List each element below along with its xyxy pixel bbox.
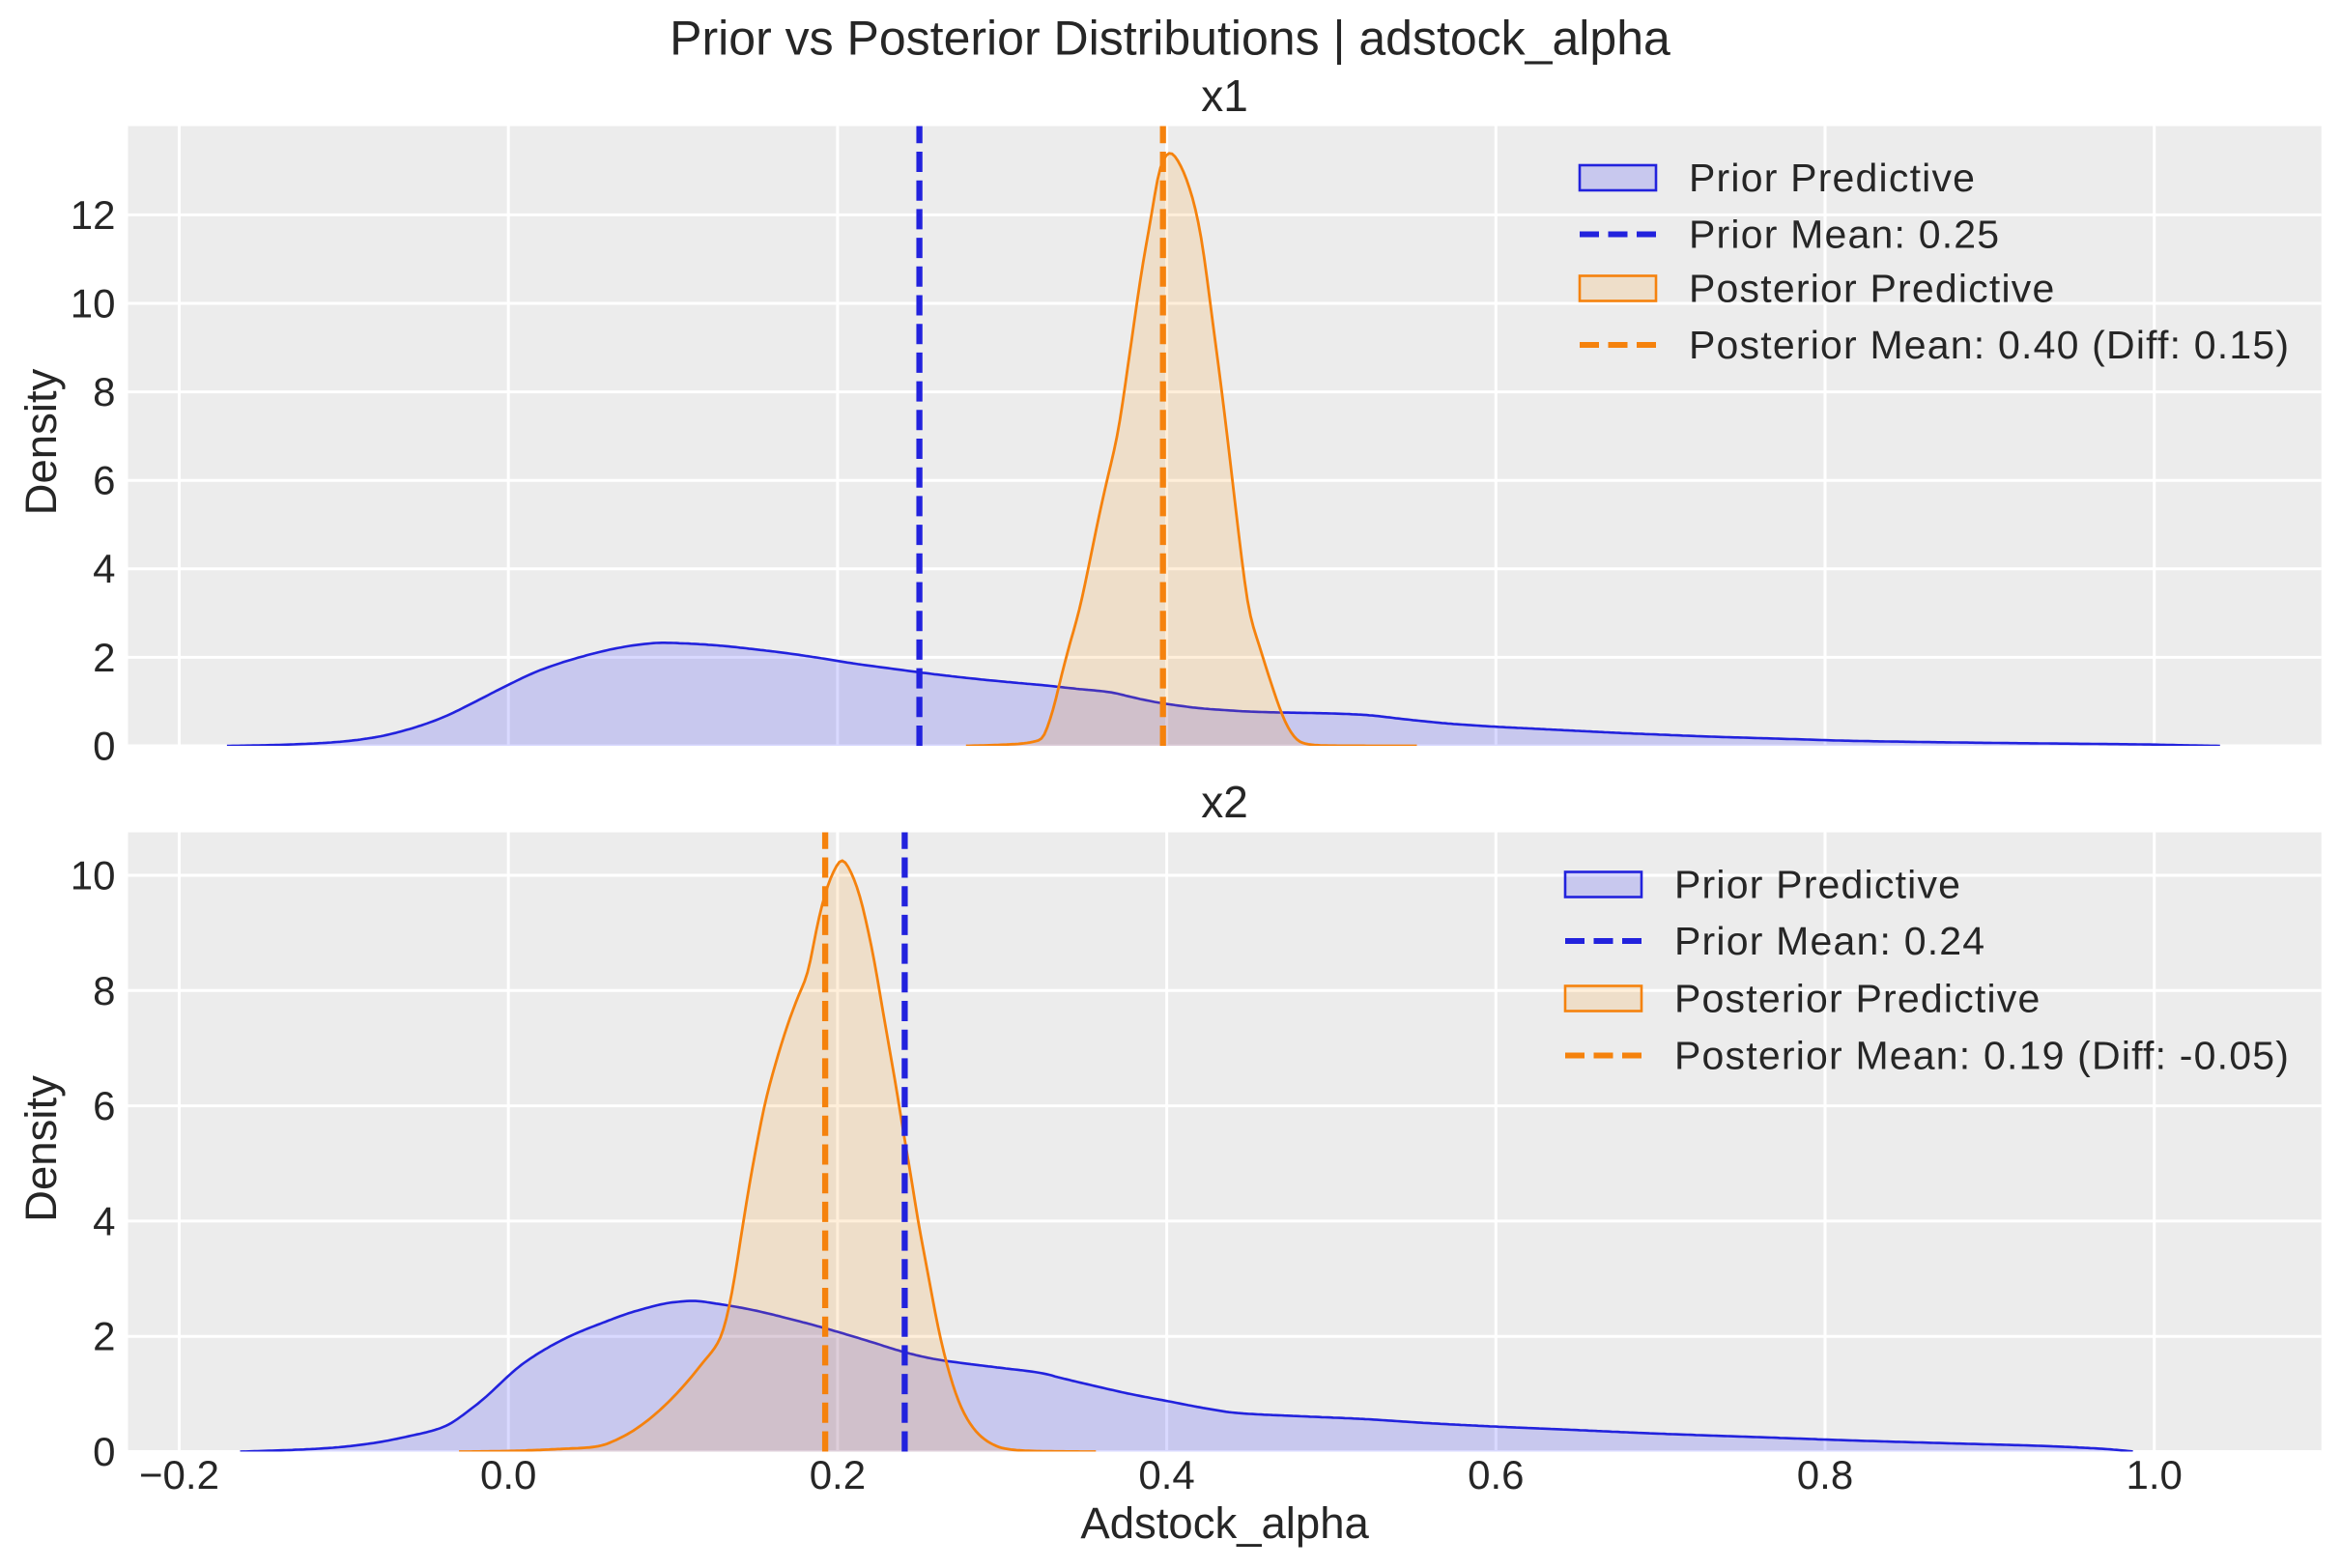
svg-text:Density: Density: [16, 368, 66, 515]
svg-text:Prior Predictive: Prior Predictive: [1689, 156, 1976, 200]
svg-text:8: 8: [93, 968, 115, 1013]
svg-text:Density: Density: [16, 1075, 66, 1222]
svg-text:0.8: 0.8: [1797, 1452, 1853, 1497]
svg-text:6: 6: [93, 458, 115, 503]
svg-text:1.0: 1.0: [2127, 1452, 2183, 1497]
svg-text:0.2: 0.2: [810, 1452, 866, 1497]
svg-text:Posterior Mean: 0.40 (Diff: 0.: Posterior Mean: 0.40 (Diff: 0.15): [1689, 323, 2290, 367]
svg-text:Posterior Mean: 0.19 (Diff: -0: Posterior Mean: 0.19 (Diff: -0.05): [1674, 1034, 2290, 1078]
svg-text:10: 10: [71, 280, 116, 326]
svg-text:0: 0: [93, 1429, 115, 1474]
svg-text:4: 4: [93, 1198, 115, 1243]
svg-text:x2: x2: [1201, 777, 1248, 827]
svg-text:0.6: 0.6: [1468, 1452, 1524, 1497]
svg-text:Prior Predictive: Prior Predictive: [1674, 863, 1961, 907]
svg-text:8: 8: [93, 369, 115, 414]
svg-text:0: 0: [93, 724, 115, 769]
svg-text:2: 2: [93, 635, 115, 680]
svg-text:Adstock_alpha: Adstock_alpha: [1080, 1498, 1369, 1548]
svg-text:Posterior Predictive: Posterior Predictive: [1674, 977, 2041, 1021]
svg-text:−0.2: −0.2: [139, 1452, 219, 1497]
svg-text:0.0: 0.0: [480, 1452, 536, 1497]
svg-text:Prior Mean: 0.25: Prior Mean: 0.25: [1689, 213, 2000, 257]
svg-text:6: 6: [93, 1083, 115, 1128]
svg-text:x1: x1: [1201, 71, 1248, 121]
svg-text:10: 10: [71, 853, 116, 898]
svg-text:0.4: 0.4: [1138, 1452, 1194, 1497]
svg-text:Prior Mean: 0.24: Prior Mean: 0.24: [1674, 919, 1985, 963]
svg-text:2: 2: [93, 1314, 115, 1359]
svg-text:4: 4: [93, 546, 115, 591]
svg-text:12: 12: [71, 192, 116, 238]
svg-text:Posterior Predictive: Posterior Predictive: [1689, 267, 2055, 311]
svg-text:Prior vs Posterior Distributio: Prior vs Posterior Distributions | adsto…: [670, 11, 1670, 65]
